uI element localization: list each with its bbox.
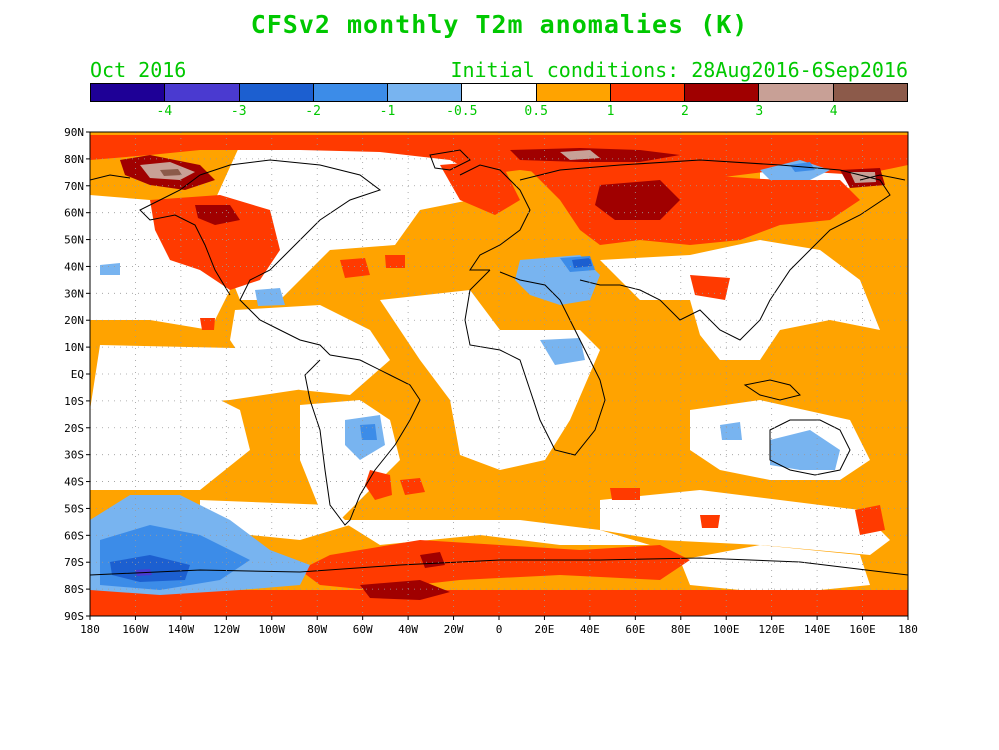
chart-title: CFSv2 monthly T2m anomalies (K) <box>250 10 749 39</box>
lon-label: 60W <box>353 623 373 636</box>
lon-label: 100W <box>259 623 286 636</box>
colorbar-label: 4 <box>829 104 838 119</box>
colorbar-swatch <box>165 84 240 101</box>
colorbar-swatch <box>239 84 314 101</box>
colorbar-label: 3 <box>755 104 764 119</box>
max-warm-anomalies <box>160 169 182 176</box>
colorbar-swatch <box>536 84 611 101</box>
lon-label: 180 <box>80 623 100 636</box>
lat-label: 40N <box>64 260 84 273</box>
lon-label: 160W <box>122 623 149 636</box>
lat-label: 30N <box>64 287 84 300</box>
lat-label: 80N <box>64 153 84 166</box>
colorbar-swatch <box>313 84 389 101</box>
lon-label: 60E <box>625 623 645 636</box>
lat-label: 60S <box>64 529 84 542</box>
initial-conditions-label: Initial conditions: 28Aug2016-6Sep2016 <box>450 58 908 82</box>
lon-label: 180 <box>898 623 918 636</box>
lat-label: 10S <box>64 395 84 408</box>
lat-label: 90S <box>64 610 84 623</box>
colorbar-label: -1 <box>379 104 396 119</box>
lon-label: 120W <box>213 623 240 636</box>
colorbar-labels: -4 -3 -2 -1 -0.5 0.5 1 2 3 4 <box>90 104 908 122</box>
lon-label: 140W <box>168 623 195 636</box>
colorbar-swatch <box>91 84 166 101</box>
valid-month-label: Oct 2016 <box>90 58 187 82</box>
strong-cold-anomalies <box>110 258 592 582</box>
lat-label: 10N <box>64 341 84 354</box>
lon-label: 20E <box>535 623 555 636</box>
colorbar-label: -3 <box>230 104 247 119</box>
colorbar-label: -4 <box>156 104 173 119</box>
lat-label: 40S <box>64 476 84 489</box>
colorbar <box>90 83 908 102</box>
lat-label: 50N <box>64 234 84 247</box>
lat-label: 70N <box>64 180 84 193</box>
longitude-labels: 180 160W 140W 120W 100W 80W 60W 40W 20W 0 20E 40E 60… <box>80 616 918 636</box>
lon-label: 20W <box>444 623 464 636</box>
lat-label: 50S <box>64 502 84 515</box>
colorbar-swatch <box>610 84 686 101</box>
lat-label: 90N <box>64 126 84 139</box>
latitude-labels: 90N 80N 70N 60N 50N 40N 30N 20N 10N EQ 10S 20S 30S 40… <box>64 126 90 623</box>
coastlines <box>90 149 908 576</box>
colorbar-swatch <box>833 84 907 101</box>
colorbar-label: -0.5 <box>446 104 478 119</box>
lon-label: 100E <box>713 623 740 636</box>
lon-label: 80E <box>671 623 691 636</box>
colorbar-swatch <box>462 84 537 101</box>
colorbar-swatch <box>685 84 760 101</box>
lon-label: 40W <box>398 623 418 636</box>
lat-label: 20N <box>64 314 84 327</box>
colorbar-label: 0.5 <box>524 104 548 119</box>
neutral-regions <box>90 145 890 590</box>
lon-label: 140E <box>804 623 831 636</box>
lat-label: 70S <box>64 556 84 569</box>
map-grid <box>90 132 908 616</box>
lat-label: EQ <box>71 368 84 381</box>
lon-label: 160E <box>849 623 876 636</box>
lat-label: 20S <box>64 422 84 435</box>
warm-anomalies <box>90 135 908 616</box>
lon-label: 80W <box>307 623 327 636</box>
lon-label: 120E <box>758 623 785 636</box>
colorbar-label: -2 <box>305 104 321 119</box>
colorbar-label: 2 <box>680 104 689 119</box>
lat-label: 30S <box>64 449 84 462</box>
lat-label: 80S <box>64 583 84 596</box>
colorbar-label: 1 <box>606 104 615 119</box>
lat-label: 60N <box>64 207 84 220</box>
colorbar-swatch <box>759 84 834 101</box>
lon-label: 40E <box>580 623 600 636</box>
lon-label: 0 <box>496 623 503 636</box>
colorbar-swatch <box>388 84 463 101</box>
